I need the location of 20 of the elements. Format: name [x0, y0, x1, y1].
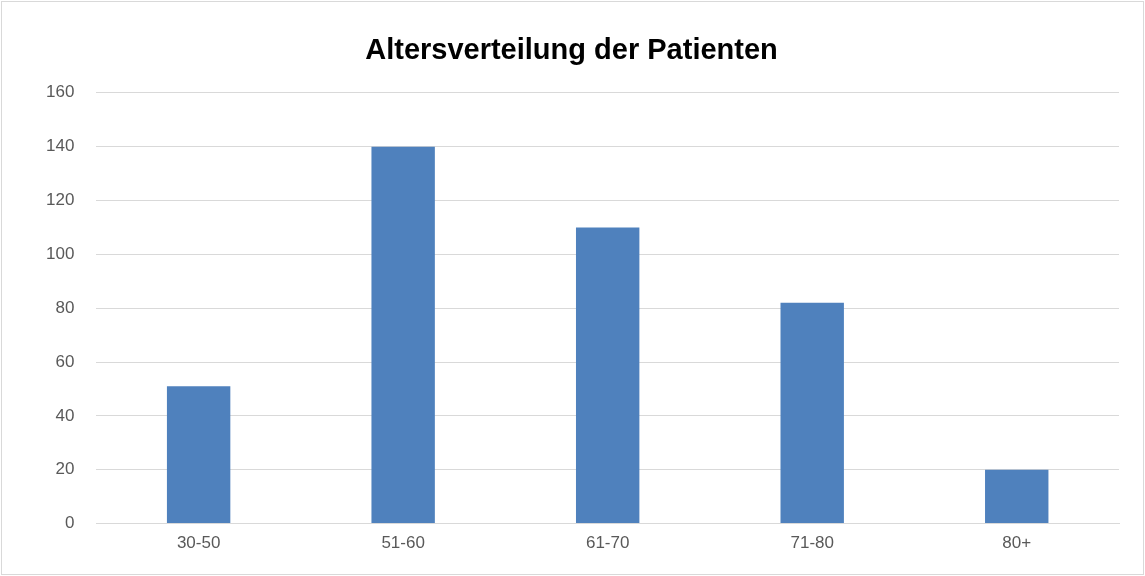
chart-title: Altersverteilung der Patienten: [365, 33, 778, 66]
x-tick-label: 61-70: [585, 533, 630, 553]
bar: [371, 146, 435, 524]
bar: [166, 386, 231, 524]
x-tick-label: 80+: [1002, 533, 1032, 553]
x-tick-label: 51-60: [381, 533, 425, 553]
y-tick-label: 100: [45, 244, 75, 264]
x-tick-label: 30-50: [176, 533, 221, 553]
y-tick-label: 0: [64, 513, 75, 533]
y-tick-label: 160: [45, 82, 75, 102]
x-tick-label: 71-80: [790, 533, 834, 553]
y-tick-label: 40: [55, 405, 75, 425]
bar: [780, 302, 844, 524]
y-tick-label: 80: [55, 297, 75, 317]
bar: [985, 469, 1049, 524]
y-tick-label: 60: [55, 351, 75, 371]
bar: [575, 227, 640, 524]
y-tick-label: 140: [45, 136, 75, 156]
y-tick-label: 120: [45, 190, 75, 210]
y-tick-label: 20: [55, 459, 75, 479]
